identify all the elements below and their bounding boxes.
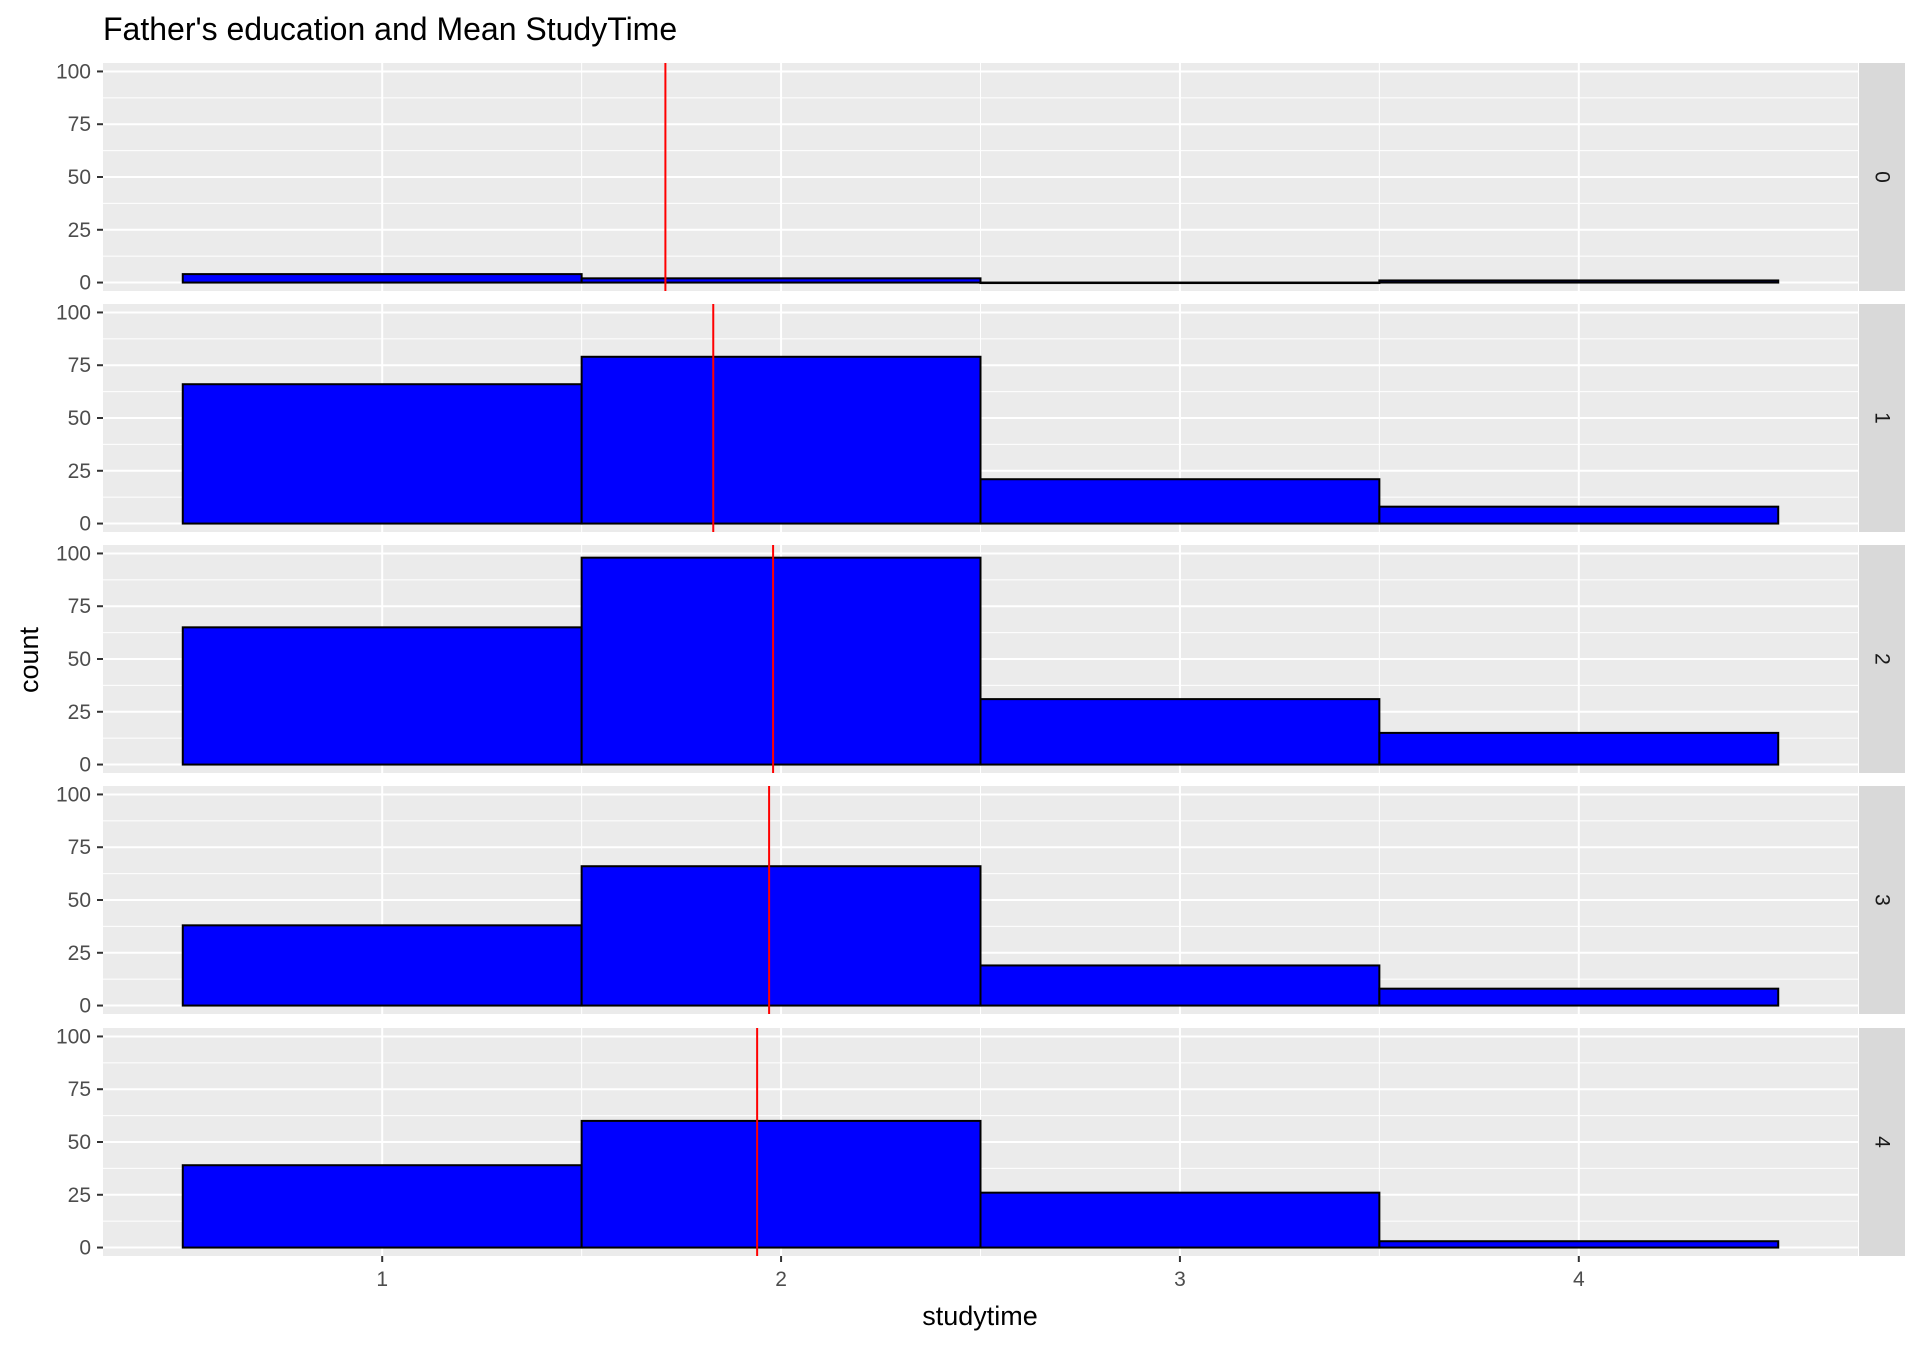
y-tick-label: 75 xyxy=(68,113,91,136)
y-tick-label: 0 xyxy=(79,513,91,536)
y-tick-label: 50 xyxy=(68,648,91,671)
y-tick-label: 25 xyxy=(68,219,91,242)
y-tick-label: 75 xyxy=(68,1078,91,1101)
facet-strip xyxy=(1859,304,1905,532)
y-tick-label: 50 xyxy=(68,166,91,189)
histogram-bar xyxy=(181,626,583,766)
x-axis-title: studytime xyxy=(922,1301,1038,1331)
facet-panel-4: 0 25 50 75 100 4 xyxy=(56,1025,1905,1260)
histogram-bar xyxy=(979,1191,1381,1249)
histogram-bar xyxy=(181,924,583,1007)
y-axis-title: count xyxy=(14,626,44,693)
histogram-bar xyxy=(979,964,1381,1007)
y-tick-label: 50 xyxy=(68,889,91,912)
facet-strip-label: 2 xyxy=(1871,653,1894,665)
x-tick-label: 4 xyxy=(1573,1268,1585,1291)
histogram-bar xyxy=(580,865,982,1007)
x-tick-label: 3 xyxy=(1174,1268,1186,1291)
histogram-bar xyxy=(979,698,1381,766)
y-tick-label: 25 xyxy=(68,1184,91,1207)
histogram-bar xyxy=(580,355,982,525)
y-tick-label: 100 xyxy=(56,60,91,83)
y-tick-label: 0 xyxy=(79,1237,91,1260)
histogram-bar xyxy=(181,273,583,284)
histogram-bar xyxy=(979,478,1381,525)
y-tick-label: 0 xyxy=(79,995,91,1018)
x-tick-label: 1 xyxy=(376,1268,388,1291)
y-tick-label: 75 xyxy=(68,836,91,859)
x-tick-label: 2 xyxy=(775,1268,787,1291)
facet-panel-0: 0 25 50 75 100 0 xyxy=(56,60,1905,295)
y-tick-label: 75 xyxy=(68,354,91,377)
facet-panel-1: 0 25 50 75 100 1 xyxy=(56,301,1905,536)
facet-strip xyxy=(1859,786,1905,1014)
chart-title: Father's education and Mean StudyTime xyxy=(103,11,677,47)
facet-strip-label: 4 xyxy=(1871,1136,1894,1148)
facet-strip xyxy=(1859,545,1905,773)
histogram-bar xyxy=(181,1164,583,1249)
y-tick-label: 50 xyxy=(68,407,91,430)
histogram-bar xyxy=(580,277,982,284)
histogram-bar xyxy=(181,383,583,525)
y-tick-label: 100 xyxy=(56,542,91,565)
facet-panel-2: 0 25 50 75 100 2 xyxy=(56,542,1905,777)
y-tick-label: 25 xyxy=(68,701,91,724)
histogram-bar xyxy=(979,281,1381,285)
facet-strip-label: 1 xyxy=(1871,412,1894,424)
histogram-bar xyxy=(580,556,982,766)
y-tick-label: 75 xyxy=(68,595,91,618)
facet-panels: 0 25 50 75 100 0 0 25 50 75 100 1 0 25 50 75 100 2 0 25 50 75… xyxy=(56,60,1905,1260)
facet-strip-label: 3 xyxy=(1871,894,1894,906)
y-tick-label: 50 xyxy=(68,1131,91,1154)
facet-strip-label: 0 xyxy=(1871,171,1894,183)
facet-strip xyxy=(1859,63,1905,291)
histogram-bar xyxy=(1378,987,1780,1007)
y-tick-label: 25 xyxy=(68,460,91,483)
x-axis: 1 2 3 4 xyxy=(376,1256,1585,1291)
facet-panel-3: 0 25 50 75 100 3 xyxy=(56,783,1905,1018)
histogram-bar xyxy=(580,1119,982,1249)
y-tick-label: 100 xyxy=(56,301,91,324)
y-tick-label: 25 xyxy=(68,942,91,965)
facet-strip xyxy=(1859,1028,1905,1256)
histogram-bar xyxy=(1378,505,1780,525)
y-tick-label: 0 xyxy=(79,272,91,295)
histogram-bar xyxy=(1378,731,1780,766)
histogram-bar xyxy=(1378,279,1780,284)
y-tick-label: 0 xyxy=(79,754,91,777)
y-tick-label: 100 xyxy=(56,783,91,806)
histogram-bar xyxy=(1378,1240,1780,1249)
y-tick-label: 100 xyxy=(56,1025,91,1048)
